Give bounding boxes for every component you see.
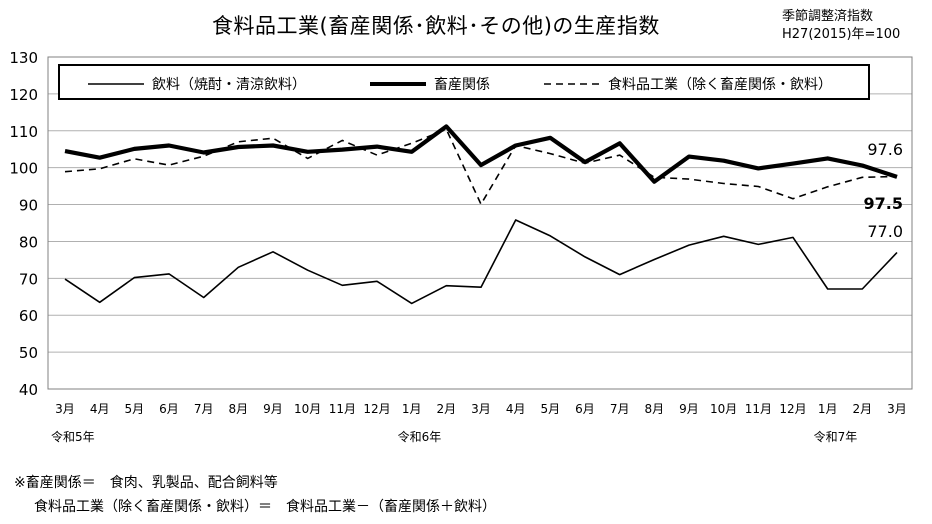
legend: 飲料（焼酎・清涼飲料） 畜産関係 食料品工業（除く畜産関係・飲料） [58, 64, 870, 100]
x-tick-label: 4月 [506, 402, 526, 416]
x-tick-label: 3月 [55, 402, 75, 416]
x-tick-label: 5月 [125, 402, 145, 416]
end-value-labels: 97.6 97.5 77.0 [864, 140, 903, 241]
series-lines [64, 124, 898, 305]
index-basis-note: 季節調整済指数 H27(2015)年=100 [782, 8, 900, 44]
y-tick-label: 100 [9, 160, 38, 178]
footnote-line-1: ※畜産関係＝ 食肉、乳製品、配合飼料等 [14, 475, 278, 491]
end-value-label: 97.5 [864, 194, 903, 213]
x-tick-label: 11月 [745, 402, 772, 416]
x-tick-label: 5月 [541, 402, 561, 416]
gridlines [47, 56, 913, 390]
x-tick-label: 9月 [263, 402, 283, 416]
chart-title: 食料品工業(畜産関係･飲料･その他)の生産指数 [212, 14, 660, 38]
legend-item-livestock: 畜産関係 [370, 74, 490, 94]
legend-label-livestock: 畜産関係 [434, 77, 490, 93]
series-line-thick [64, 124, 898, 184]
x-tick-label: 3月 [887, 402, 907, 416]
x-tick-label: 4月 [90, 402, 110, 416]
x-tick-label: 8月 [645, 402, 665, 416]
x-tick-label: 12月 [363, 402, 390, 416]
year-label: 令和6年 [398, 429, 442, 444]
y-tick-label: 40 [19, 381, 38, 399]
legend-label-beverages: 飲料（焼酎・清涼飲料） [152, 77, 306, 93]
x-tick-label: 6月 [159, 402, 179, 416]
series-line-dashed [64, 128, 898, 205]
legend-swatch-thin-line [88, 83, 144, 85]
x-tick-label: 1月 [402, 402, 422, 416]
x-tick-label: 12月 [779, 402, 806, 416]
x-tick-label: 6月 [575, 402, 595, 416]
legend-label-food-excl: 食料品工業（除く畜産関係・飲料） [608, 77, 832, 93]
x-tick-label: 8月 [229, 402, 249, 416]
series-line-thin [64, 219, 898, 305]
y-tick-label: 120 [9, 86, 38, 104]
year-label: 令和5年 [51, 429, 95, 444]
legend-item-beverages: 飲料（焼酎・清涼飲料） [88, 74, 306, 94]
y-tick-label: 90 [19, 197, 38, 215]
x-tick-label: 2月 [437, 402, 457, 416]
legend-swatch-thick-line [370, 82, 426, 86]
line-chart: 40 50 60 70 80 90 100 110 120 130 3月 4月 5月 6月 7月 8月 9月 1… [9, 49, 913, 444]
footnote-line-2: 食料品工業（除く畜産関係・飲料）＝ 食料品工業－（畜産関係＋飲料） [34, 499, 496, 515]
y-axis-tick-labels: 40 50 60 70 80 90 100 110 120 130 [9, 49, 38, 399]
x-tick-label: 3月 [471, 402, 491, 416]
y-tick-label: 130 [9, 49, 38, 67]
x-tick-label: 10月 [710, 402, 737, 416]
y-tick-label: 60 [19, 307, 38, 325]
seasonal-adjustment-note: 季節調整済指数 [782, 9, 874, 24]
end-value-label: 77.0 [867, 222, 903, 241]
x-tick-label: 7月 [194, 402, 214, 416]
y-tick-label: 80 [19, 233, 38, 251]
x-tick-label: 9月 [679, 402, 699, 416]
legend-swatch-dashed-line [544, 83, 600, 85]
year-labels: 令和5年 令和6年 令和7年 [51, 429, 857, 444]
y-tick-label: 110 [9, 123, 38, 141]
year-label: 令和7年 [814, 429, 858, 444]
y-tick-label: 70 [19, 270, 38, 288]
x-axis-tick-labels: 3月 4月 5月 6月 7月 8月 9月 10月 11月 12月 1月 2月 3月 4月 5月 6月 7月 8月 9… [55, 402, 907, 416]
x-tick-label: 10月 [294, 402, 321, 416]
x-tick-label: 7月 [610, 402, 630, 416]
x-tick-label: 1月 [818, 402, 838, 416]
base-year-note: H27(2015)年=100 [782, 27, 901, 42]
x-tick-label: 2月 [853, 402, 873, 416]
y-tick-label: 50 [19, 344, 38, 362]
plot-area-border [47, 56, 913, 390]
legend-item-food-excl: 食料品工業（除く畜産関係・飲料） [544, 74, 832, 94]
end-value-label: 97.6 [867, 140, 903, 159]
x-tick-label: 11月 [329, 402, 356, 416]
